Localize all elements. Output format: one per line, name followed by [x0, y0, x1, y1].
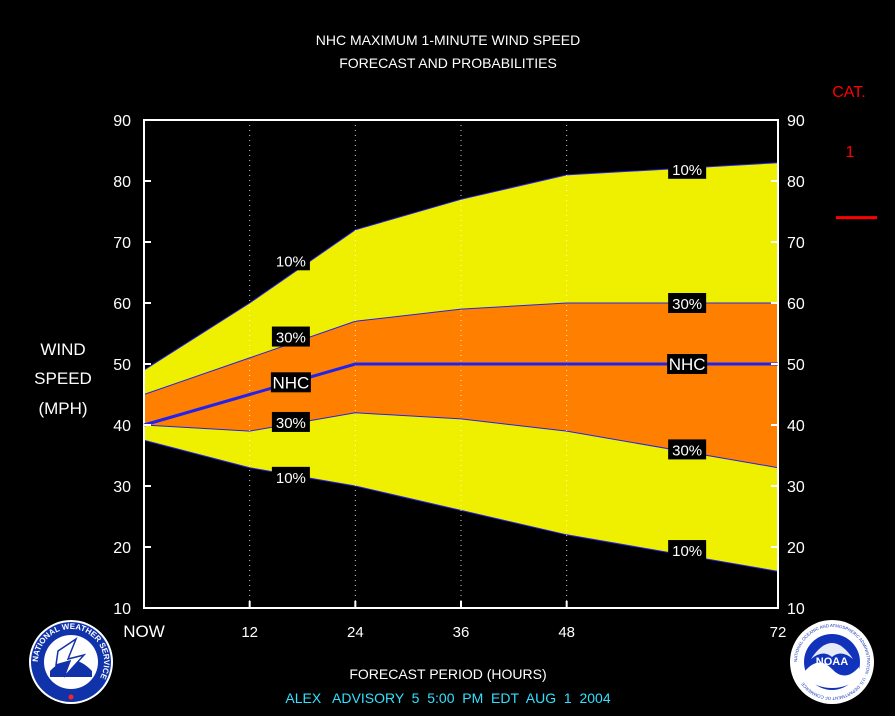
y-tick-label-right: 80	[787, 174, 805, 191]
series-upper-30-edge	[143, 302, 778, 395]
series-label-bg	[668, 540, 707, 561]
series-nhc-line	[143, 362, 778, 427]
axis-ticks: 10 10 20 20 30 30 40 40 50 50 60 60 70 70 80 80 90 90 NOW 1…	[113, 113, 805, 641]
series-label-3: 30%	[271, 411, 310, 432]
noaa-logo: NOAA NATIONAL OCEANIC AND ATMOSPHERIC AD…	[790, 620, 874, 704]
series-label-8: 30%	[668, 439, 707, 460]
series-lower-10-edge	[143, 439, 779, 572]
noaa-logo-center-text: NOAA	[816, 656, 848, 668]
y-tick-label-left: 80	[113, 174, 131, 191]
y-tick-label-right: 70	[787, 235, 805, 252]
series-label-bg	[668, 439, 707, 460]
series-label-text: 10%	[276, 253, 306, 270]
series-label-text: NHC	[272, 373, 309, 392]
series-label-0: 10%	[271, 250, 310, 271]
series-label-text: NHC	[669, 355, 706, 374]
y-tick-label-right: 10	[787, 601, 805, 618]
category-value: 1	[846, 144, 855, 161]
y-tick-label-right: 30	[787, 479, 805, 496]
y-tick-label-left: 40	[113, 418, 131, 435]
probability-labels: 10% 30% NHC 30% 10% 10% 30% NHC 30% 10%	[270, 158, 708, 561]
y-axis-title-line-3: (MPH)	[38, 399, 87, 418]
chart-subtitle: FORECAST AND PROBABILITIES	[339, 55, 557, 71]
series-label-bg	[271, 326, 310, 347]
series-label-9: 10%	[668, 540, 707, 561]
nhc-forecast-line	[143, 362, 778, 427]
y-axis-title: WIND SPEED (MPH)	[34, 340, 92, 418]
x-tick-label-72: 72	[770, 624, 787, 641]
x-tick-label-48: 48	[558, 624, 575, 641]
y-tick-label-left: 70	[113, 235, 131, 252]
y-tick-label-left: 30	[113, 479, 131, 496]
y-tick-label-left: 10	[113, 601, 131, 618]
y-tick-label-left: 50	[113, 357, 131, 374]
nws-logo: NATIONAL WEATHER SERVICE	[29, 620, 113, 704]
y-tick-label-right: 20	[787, 540, 805, 557]
y-tick-label-right: 60	[787, 296, 805, 313]
series-label-2: NHC	[270, 372, 311, 393]
series-label-bg	[270, 372, 311, 393]
series-label-bg	[271, 466, 310, 487]
series-lower-30-edge	[143, 412, 779, 469]
series-label-text: 10%	[672, 162, 702, 179]
y-axis-title-line-2: SPEED	[34, 369, 92, 388]
series-label-4: 10%	[271, 466, 310, 487]
series-label-text: 10%	[276, 470, 306, 487]
category-title: CAT.	[832, 84, 865, 101]
series-label-bg	[668, 293, 707, 313]
series-label-text: 30%	[276, 415, 306, 432]
x-axis-title: FORECAST PERIOD (HOURS)	[349, 666, 546, 682]
series-label-5: 10%	[668, 158, 707, 179]
series-upper-10-edge	[143, 162, 779, 371]
series-label-bg	[271, 250, 310, 271]
y-axis-title-line-1: WIND	[40, 340, 85, 359]
advisory-text: ALEX ADVISORY 5 5:00 PM EDT AUG 1 2004	[285, 690, 610, 706]
y-tick-label-right: 90	[787, 113, 805, 130]
series-label-bg	[668, 158, 707, 179]
series-label-6: 30%	[668, 293, 707, 313]
series-label-text: 10%	[672, 543, 702, 560]
series-label-text: 30%	[672, 296, 702, 313]
x-tick-label-24: 24	[347, 624, 364, 641]
chart-title: NHC MAXIMUM 1-MINUTE WIND SPEED	[316, 32, 580, 48]
x-tick-label-NOW: NOW	[123, 622, 165, 641]
x-tick-label-36: 36	[453, 624, 470, 641]
series-label-1: 30%	[271, 326, 310, 347]
x-tick-label-12: 12	[241, 624, 258, 641]
series-label-text: 30%	[672, 442, 702, 459]
y-tick-label-left: 60	[113, 296, 131, 313]
series-label-text: 30%	[276, 330, 306, 347]
y-tick-label-left: 90	[113, 113, 131, 130]
y-tick-label-left: 20	[113, 540, 131, 557]
y-tick-label-right: 40	[787, 418, 805, 435]
y-tick-label-right: 50	[787, 357, 805, 374]
series-label-7: NHC	[667, 354, 708, 374]
series-label-bg	[667, 354, 708, 374]
series-label-bg	[271, 411, 310, 432]
